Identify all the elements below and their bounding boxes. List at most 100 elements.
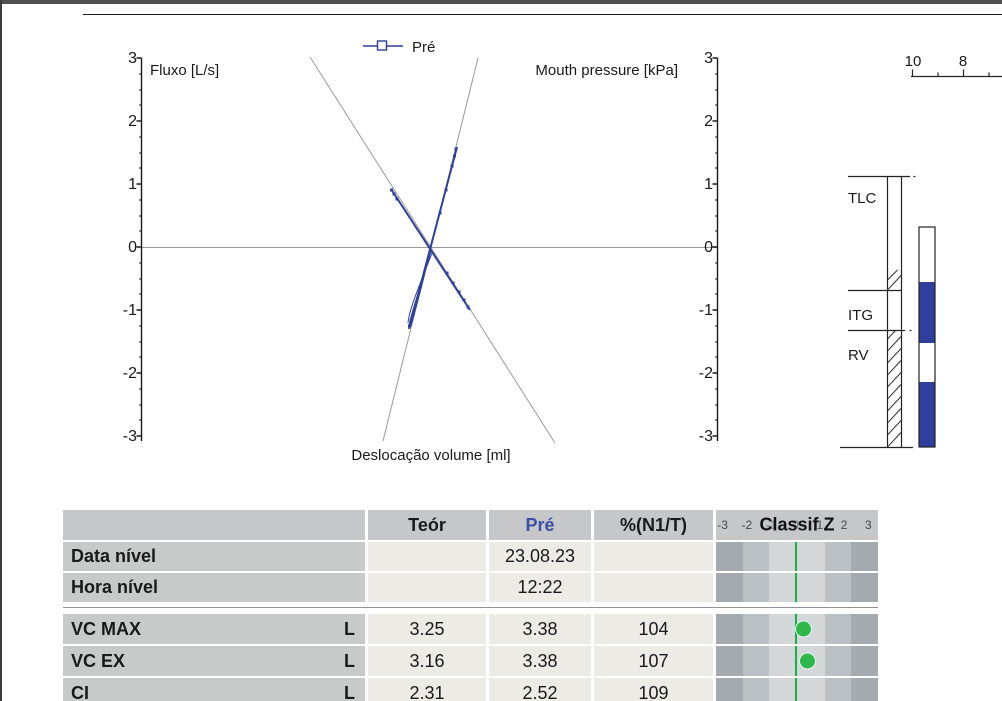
- y-axis-right: 3 2 1 0 -1 -2 -3: [699, 50, 719, 445]
- teor-value: 3.25: [368, 614, 486, 644]
- itg-label: ITG: [848, 307, 873, 324]
- pct-value: 109: [594, 678, 713, 701]
- param-name: CI: [71, 682, 89, 701]
- volume-ruler: [911, 69, 1002, 78]
- pre-value: 23.08.23: [489, 542, 591, 571]
- param-name: Data nível: [71, 546, 157, 566]
- teor-value: [368, 542, 486, 571]
- row-label-vc-ex[interactable]: VC EX L: [63, 646, 365, 676]
- z-scale-0: 0: [792, 518, 799, 532]
- header-teor: Teór: [368, 510, 486, 540]
- legend-square-icon: [376, 40, 388, 51]
- param-name: VC MAX: [71, 618, 142, 639]
- pre-trace: [390, 146, 471, 330]
- y-right-tick-1: 1: [704, 176, 713, 193]
- header-pre: Pré: [489, 510, 591, 540]
- pre-trace-markers: [390, 147, 470, 328]
- y-left-tick-m2: -2: [123, 365, 137, 382]
- measured-bar-rv-segment: [919, 382, 935, 447]
- teor-value: 3.16: [368, 646, 486, 676]
- y-axis-right-minor-ticks: [715, 73, 718, 421]
- param-unit: L: [344, 650, 355, 671]
- tlc-label: TLC: [848, 190, 877, 207]
- results-table: Teór Pré %(N1/T) -3 -2 -1 0 1 2 3 Classi…: [63, 510, 878, 701]
- row-label-data-nivel[interactable]: Data nível: [63, 542, 365, 571]
- z-score-band: [716, 573, 878, 602]
- loop-chart: 3 2 1 0 -1 -2 -3 3 2 1 0 -1 -2 -3: [123, 39, 1002, 464]
- y-right-tick-m3: -3: [699, 428, 713, 445]
- row-label-hora-nivel[interactable]: Hora nível: [63, 573, 365, 602]
- z-score-dot: [795, 620, 813, 638]
- pct-value: [594, 573, 713, 602]
- y-right-tick-2: 2: [704, 113, 713, 130]
- pct-value: 107: [594, 646, 713, 676]
- window-top-border: [0, 0, 1002, 4]
- param-name: Hora nível: [71, 577, 159, 597]
- z-score-band: [716, 542, 878, 571]
- z-scale-3: 3: [865, 518, 872, 532]
- window-left-border: [0, 0, 2, 701]
- z-score-dot: [798, 652, 816, 670]
- z-scale-m2: -2: [741, 518, 753, 532]
- teor-value: [368, 573, 486, 602]
- header-pct: %(N1/T): [594, 510, 713, 540]
- header-classif-z: -3 -2 -1 0 1 2 3 Classif Z: [716, 510, 878, 540]
- x-axis-title: Deslocação volume [ml]: [351, 447, 510, 464]
- classif-z-title: Classif Z: [759, 514, 835, 535]
- ruler-label-10: 10: [905, 53, 922, 70]
- y-left-tick-2: 2: [128, 113, 137, 130]
- z-zero-line: [794, 678, 797, 701]
- table-section-separator: [63, 604, 878, 612]
- y-right-tick-m2: -2: [699, 365, 713, 382]
- y-left-tick-1: 1: [128, 176, 137, 193]
- header-parameter: [63, 510, 365, 540]
- z-score-band: [716, 646, 878, 676]
- y-left-tick-m1: -1: [123, 302, 137, 319]
- pct-value: 104: [594, 614, 713, 644]
- row-label-ci[interactable]: CI L: [63, 678, 365, 701]
- measured-bar-itg-segment: [919, 282, 935, 343]
- y-left-tick-m3: -3: [123, 428, 137, 445]
- legend-label: Pré: [412, 39, 435, 56]
- y-axis-left-minor-ticks: [139, 73, 142, 421]
- legend: Pré: [363, 39, 435, 56]
- rv-label: RV: [848, 347, 869, 364]
- y-left-axis-title: Fluxo [L/s]: [150, 62, 219, 79]
- y-axis-left-major-ticks: [136, 57, 142, 437]
- z-score-band: [716, 614, 878, 644]
- param-unit: L: [344, 682, 355, 701]
- volume-ruler-ticks: [911, 69, 990, 77]
- pre-value: 2.52: [489, 678, 591, 701]
- volume-bars: [840, 175, 936, 449]
- y-axis-left: 3 2 1 0 -1 -2 -3: [123, 50, 143, 445]
- z-zero-line: [794, 542, 797, 571]
- z-zero-line: [794, 573, 797, 602]
- z-scale-m1: -1: [765, 518, 777, 532]
- pct-value: [594, 542, 713, 571]
- panel-divider-line: [83, 14, 1002, 15]
- y-right-tick-3: 3: [704, 50, 713, 67]
- param-unit: L: [344, 618, 355, 639]
- reference-hatch: [887, 269, 902, 448]
- pre-value: 3.38: [489, 614, 591, 644]
- y-right-tick-m1: -1: [699, 302, 713, 319]
- teor-value: 2.31: [368, 678, 486, 701]
- z-zero-line: [794, 646, 797, 676]
- y-axis-right-major-ticks: [712, 57, 718, 437]
- occlusion-slope-line: [309, 56, 556, 444]
- y-left-tick-3: 3: [128, 50, 137, 67]
- z-score-band: [716, 678, 878, 701]
- row-label-vc-max[interactable]: VC MAX L: [63, 614, 365, 644]
- z-scale-m3: -3: [717, 518, 728, 532]
- measured-bar-outline: [918, 226, 936, 448]
- z-scale-2: 2: [840, 518, 848, 532]
- param-name: VC EX: [71, 650, 126, 671]
- ruler-label-8: 8: [959, 53, 967, 70]
- y-left-tick-0: 0: [128, 239, 137, 256]
- y-right-axis-title: Mouth pressure [kPa]: [535, 62, 678, 79]
- pre-value: 3.38: [489, 646, 591, 676]
- pre-value: 12:22: [489, 573, 591, 602]
- z-scale-1: 1: [816, 518, 824, 532]
- y-right-tick-0: 0: [704, 239, 713, 256]
